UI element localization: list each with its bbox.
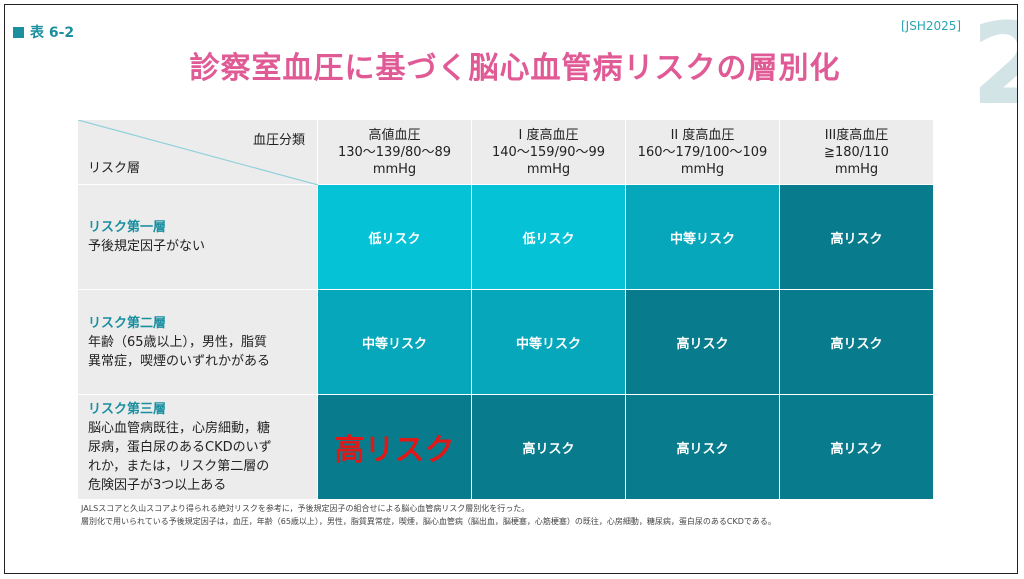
table-row: リスク第一層 予後規定因子がない 低リスク 低リスク 中等リスク 高リスク	[77, 184, 934, 290]
footnote-line: 層別化で用いられている予後規定因子は，血圧，年齢（65歳以上），男性，脂質異常症…	[81, 517, 776, 526]
footnotes: JALSスコアと久山スコアより得られる絶対リスクを参考に，予後規定因子の組合せに…	[81, 502, 776, 528]
risk-cell: 高リスク	[625, 394, 780, 500]
risk-cell: 高リスク	[779, 289, 934, 395]
risk-cell: 中等リスク	[317, 289, 472, 395]
footnote-line: JALSスコアと久山スコアより得られる絶対リスクを参考に，予後規定因子の組合せに…	[81, 504, 530, 513]
highlighted-risk-label: 高リスク	[334, 433, 455, 468]
column-header-normal-high: 高値血圧 130～139/80～89 mmHg	[317, 119, 472, 185]
bp-classification-label: 血圧分類	[252, 133, 305, 148]
page-title: 診察室血圧に基づく脳心血管病リスクの層別化	[189, 51, 841, 86]
risk-table: 血圧分類 リスク層 高値血圧 130～139/80～89 mmHg I 度高血圧…	[77, 119, 934, 500]
table-header-row: 血圧分類 リスク層 高値血圧 130～139/80～89 mmHg I 度高血圧…	[77, 119, 934, 185]
row-header-layer3: リスク第三層 脳心血管病既往，心房細動，糖 尿病，蛋白尿のあるCKDのいず れか…	[77, 394, 318, 500]
risk-cell: 高リスク	[625, 289, 780, 395]
risk-cell: 低リスク	[317, 184, 472, 290]
risk-cell-highlighted: 高リスク	[317, 394, 472, 500]
risk-cell: 高リスク	[471, 394, 626, 500]
risk-cell: 中等リスク	[471, 289, 626, 395]
column-header-grade3: III度高血圧 ≧180/110 mmHg	[779, 119, 934, 185]
table-row: リスク第二層 年齢（65歳以上），男性，脂質 異常症，喫煙のいずれかがある 中等…	[77, 289, 934, 395]
risk-cell: 中等リスク	[625, 184, 780, 290]
table-number: 表 6-2	[30, 25, 75, 41]
chapter-number: 2	[971, 9, 1017, 121]
risk-cell: 低リスク	[471, 184, 626, 290]
risk-cell: 高リスク	[779, 184, 934, 290]
table-label: 表 6-2	[13, 22, 74, 42]
column-header-grade2: II 度高血圧 160～179/100～109 mmHg	[625, 119, 780, 185]
slide: 表 6-2 [JSH2025] 2 診察室血圧に基づく脳心血管病リスクの層別化 …	[4, 4, 1018, 574]
risk-layer-label: リスク層	[88, 161, 141, 176]
square-marker-icon	[13, 26, 24, 38]
risk-cell: 高リスク	[779, 394, 934, 500]
row-header-layer2: リスク第二層 年齢（65歳以上），男性，脂質 異常症，喫煙のいずれかがある	[77, 289, 318, 395]
row-header-layer1: リスク第一層 予後規定因子がない	[77, 184, 318, 290]
reference-tag: [JSH2025]	[901, 19, 962, 33]
table-corner: 血圧分類 リスク層	[77, 119, 318, 185]
diagonal-line-icon	[78, 120, 318, 185]
table-row: リスク第三層 脳心血管病既往，心房細動，糖 尿病，蛋白尿のあるCKDのいず れか…	[77, 394, 934, 500]
column-header-grade1: I 度高血圧 140～159/90～99 mmHg	[471, 119, 626, 185]
